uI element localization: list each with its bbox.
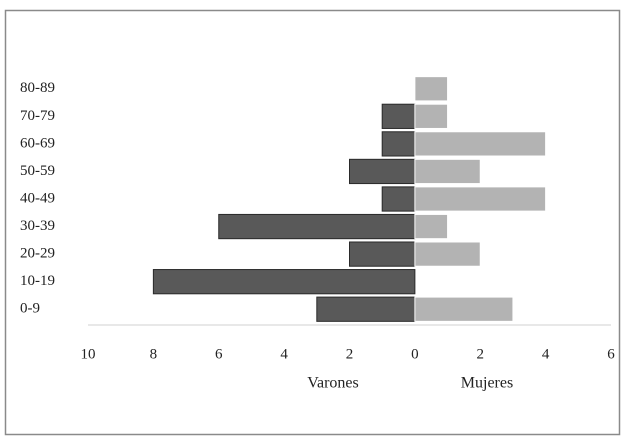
y-tick-label: 80-89 <box>20 80 55 96</box>
bar <box>381 103 416 129</box>
x-tick-label: 2 <box>346 346 354 362</box>
x-tick-label: 0 <box>411 346 419 362</box>
bar <box>414 103 449 129</box>
y-tick-label: 0-9 <box>20 301 40 317</box>
x-tick-label: 8 <box>150 346 158 362</box>
y-tick-label: 20-29 <box>20 246 55 262</box>
bar <box>152 269 416 295</box>
bar <box>414 213 449 240</box>
y-tick-label: 30-39 <box>20 218 55 234</box>
x-tick-label: 2 <box>477 346 485 362</box>
bar <box>349 158 416 185</box>
y-tick-label: 40-49 <box>20 190 55 206</box>
bar <box>414 241 481 267</box>
x-tick-label: 6 <box>607 346 615 362</box>
x-tick-label: 6 <box>215 346 223 362</box>
bar <box>414 158 481 185</box>
bar <box>414 296 514 322</box>
bar <box>218 213 416 240</box>
bar <box>381 186 416 212</box>
y-tick-label: 50-59 <box>20 163 55 179</box>
series-label: Varones <box>307 375 359 392</box>
bar <box>349 241 416 267</box>
bar <box>381 131 416 157</box>
bar <box>316 296 416 322</box>
y-tick-label: 60-69 <box>20 135 55 151</box>
x-tick-label: 10 <box>81 346 96 362</box>
y-tick-label: 70-79 <box>20 108 55 124</box>
x-tick-label: 4 <box>280 346 288 362</box>
bar <box>414 131 547 157</box>
bar <box>414 186 547 212</box>
series-label: Mujeres <box>461 375 513 392</box>
bar <box>414 76 449 102</box>
y-tick-label: 10-19 <box>20 273 55 289</box>
x-tick-label: 4 <box>542 346 550 362</box>
